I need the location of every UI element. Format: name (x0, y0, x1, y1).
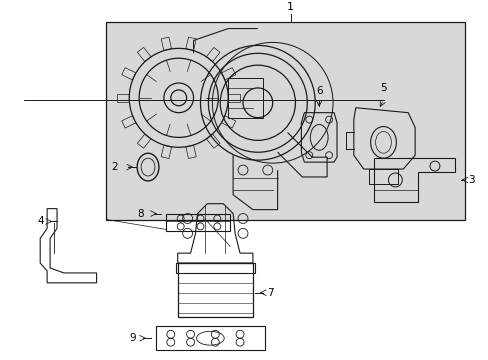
Bar (177, 263, 252, 318)
Text: 8: 8 (137, 208, 144, 219)
Bar (165, 213, 230, 231)
Bar (228, 78, 262, 118)
Text: 5: 5 (379, 83, 386, 93)
Bar (106, 22, 464, 220)
Text: 1: 1 (286, 2, 293, 12)
Text: 3: 3 (468, 175, 474, 185)
Bar (156, 327, 264, 350)
Bar (175, 263, 254, 273)
Text: 7: 7 (266, 288, 273, 298)
Text: 4: 4 (38, 216, 44, 226)
Text: 6: 6 (315, 86, 322, 96)
Bar (368, 169, 398, 184)
Text: 2: 2 (111, 162, 118, 172)
Text: 9: 9 (129, 333, 136, 343)
